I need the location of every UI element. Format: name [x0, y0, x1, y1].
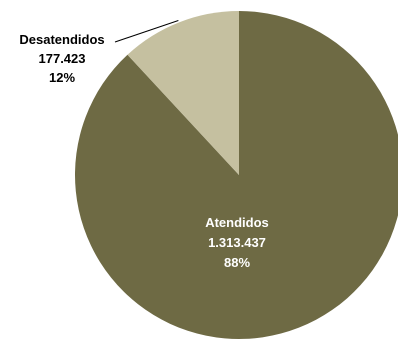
- label-value-atendidos: 1.313.437: [208, 235, 266, 250]
- leader-line: [114, 19, 179, 43]
- label-percent-atendidos: 88%: [224, 255, 250, 270]
- pie-slice-atendidos: [75, 11, 398, 339]
- label-name-desatendidos: Desatendidos: [19, 32, 104, 47]
- label-percent-desatendidos: 12%: [49, 70, 75, 85]
- label-name-atendidos: Atendidos: [205, 215, 269, 230]
- pie-slice-desatendidos: [127, 10, 239, 175]
- label-value-desatendidos: 177.423: [39, 51, 86, 66]
